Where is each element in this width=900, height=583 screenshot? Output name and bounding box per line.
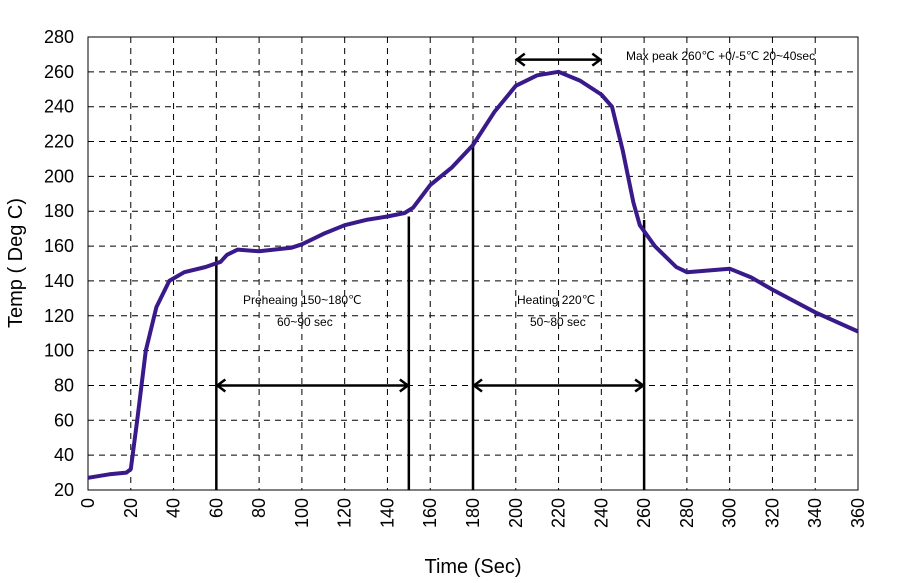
- x-tick-label: 360: [848, 498, 868, 528]
- y-tick-label: 240: [44, 97, 74, 117]
- x-tick-label: 0: [78, 498, 98, 508]
- x-tick-label: 300: [720, 498, 740, 528]
- x-tick-label: 140: [377, 498, 397, 528]
- y-tick-label: 200: [44, 166, 74, 186]
- preheat-label-2: 60~90 sec: [277, 315, 333, 329]
- arrow-head-left-icon: [471, 378, 483, 393]
- y-tick-label: 220: [44, 132, 74, 152]
- x-tick-label: 340: [805, 498, 825, 528]
- y-tick-label: 140: [44, 271, 74, 291]
- y-tick-label: 180: [44, 201, 74, 221]
- x-tick-label: 220: [549, 498, 569, 528]
- x-tick-label: 280: [677, 498, 697, 528]
- y-axis-label: Temp ( Deg C): [5, 198, 27, 328]
- x-tick-label: 240: [591, 498, 611, 528]
- heating-label-2: 50~80 sec: [530, 315, 586, 329]
- arrow-head-right-icon: [399, 378, 410, 393]
- y-tick-label: 280: [44, 27, 74, 47]
- marker-lines: [215, 52, 646, 490]
- x-axis-label: Time (Sec): [424, 556, 521, 578]
- y-tick-label: 20: [54, 480, 74, 500]
- x-tick-label: 320: [762, 498, 782, 528]
- y-tick-label: 40: [54, 445, 74, 465]
- y-tick-label: 100: [44, 341, 74, 361]
- temperature-curve: [87, 69, 859, 480]
- x-tick-label: 120: [335, 498, 355, 528]
- y-tick-label: 80: [54, 375, 74, 395]
- y-tick-label: 260: [44, 62, 74, 82]
- arrow-head-left-icon: [514, 52, 526, 67]
- x-tick-label: 200: [506, 498, 526, 528]
- arrow-head-right-icon: [634, 378, 646, 393]
- heating-label-1: Heating 220℃: [517, 293, 595, 307]
- max-peak-label: Max peak 260℃ +0/-5℃ 20~40sec: [626, 49, 815, 63]
- x-tick-label: 40: [164, 498, 184, 518]
- tick-labels: 0 20 40 60 80 100 120 140 160 180 200 220 240 260 280 3…: [44, 27, 868, 528]
- arrow-head-right-icon: [591, 52, 603, 67]
- x-tick-label: 180: [463, 498, 483, 528]
- x-tick-label: 80: [249, 498, 269, 518]
- arrow-head-left-icon: [215, 378, 227, 393]
- x-tick-label: 160: [420, 498, 440, 528]
- preheat-label-1: Preheaing 150~180℃: [243, 293, 362, 307]
- x-tick-label: 20: [121, 498, 141, 518]
- x-tick-label: 100: [292, 498, 312, 528]
- y-tick-label: 120: [44, 306, 74, 326]
- x-tick-label: 260: [634, 498, 654, 528]
- y-tick-label: 60: [54, 410, 74, 430]
- y-tick-label: 160: [44, 236, 74, 256]
- x-tick-label: 60: [206, 498, 226, 518]
